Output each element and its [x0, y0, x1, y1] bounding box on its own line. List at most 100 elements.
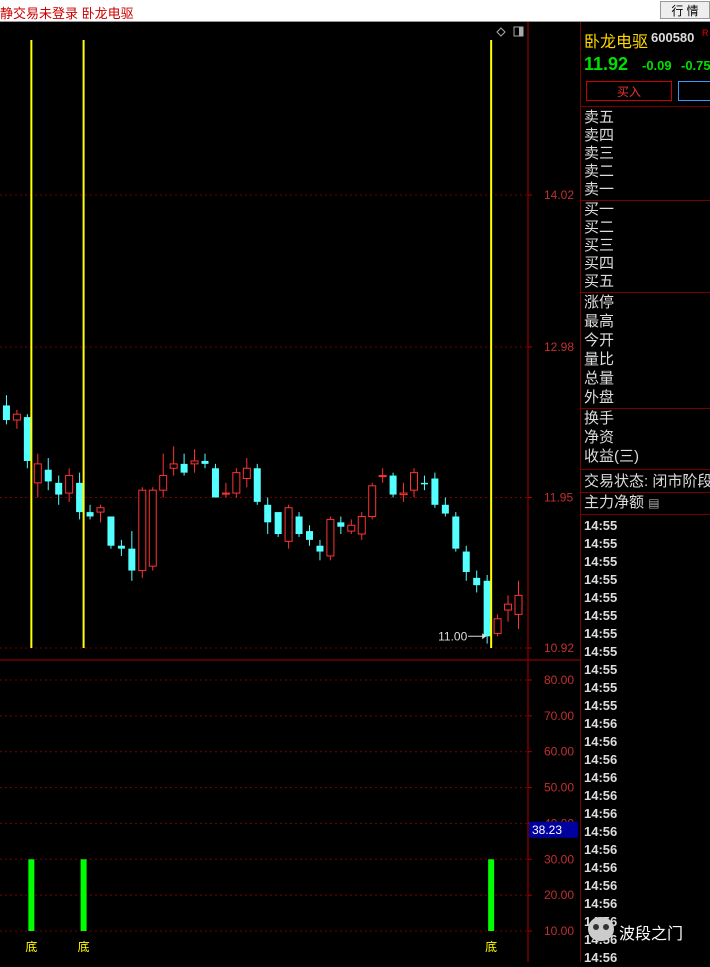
tick-time: 14:56: [584, 896, 618, 911]
candle-body-up: [159, 475, 168, 491]
candle-body-down: [441, 504, 449, 514]
quote-panel: 卧龙电驱 600580 R 11.92 -0.09 -0.75 买入 卖五 卖四…: [580, 22, 710, 965]
sell-button[interactable]: [678, 81, 710, 101]
candle-body-down: [55, 482, 63, 495]
divider: [581, 469, 710, 470]
candle-body-down: [452, 516, 460, 549]
price-tick-label: 12.98: [544, 340, 574, 354]
osc-tick-label: 80.00: [544, 673, 574, 687]
candle-body-up: [221, 492, 230, 495]
main-net-amount[interactable]: 主力净额 ▤: [584, 494, 660, 512]
candle-body-down: [44, 469, 52, 482]
price-change-pct: -0.75: [681, 58, 710, 73]
candle-body-up: [378, 475, 387, 478]
bottom-signal-bar: [28, 859, 35, 931]
candle-body-up: [399, 492, 408, 496]
divider: [581, 200, 710, 201]
ask-4: 卖四: [584, 127, 615, 144]
ask-1: 卖一: [584, 181, 615, 198]
stock-code: 600580: [651, 30, 695, 45]
buy-button[interactable]: 买入: [586, 81, 672, 101]
osc-tick-label: 10.00: [544, 924, 574, 938]
tick-time: 14:55: [584, 662, 618, 677]
candle-body-down: [316, 545, 324, 552]
tick-time: 14:55: [584, 572, 618, 587]
candle-body-up: [347, 524, 356, 532]
tick-time: 14:56: [584, 770, 618, 785]
candle-body-up: [190, 460, 199, 465]
stat-outer-volume: 外盘: [584, 389, 615, 406]
title-bar: 静交易未登录 卧龙电驱 行 情: [0, 0, 710, 22]
trade-status: 交易状态: 闭市阶段: [584, 473, 710, 490]
wechat-logo-icon: [588, 917, 614, 941]
candle-body-down: [76, 482, 84, 513]
bid-3: 买三: [584, 237, 615, 254]
candle-body-down: [128, 548, 136, 571]
bid-5: 买五: [584, 273, 615, 290]
candle-body-down: [107, 516, 115, 546]
tick-time: 14:55: [584, 698, 618, 713]
candle-body-up: [504, 603, 513, 611]
tick-time: 14:55: [584, 626, 618, 641]
tick-time: 14:56: [584, 842, 618, 857]
tick-time: 14:56: [584, 950, 618, 965]
candle-body-up: [65, 475, 74, 494]
price-change: -0.09: [642, 58, 672, 73]
stat-total-volume: 总量: [584, 370, 615, 387]
tab-market[interactable]: 行 情: [660, 1, 710, 19]
stat-net-assets: 净资: [584, 429, 615, 446]
ask-5: 卖五: [584, 109, 615, 126]
divider: [581, 106, 710, 107]
divider: [581, 492, 710, 493]
candle-body-down: [483, 580, 491, 637]
low-marker-label: 11.00: [438, 629, 467, 643]
stat-limit-up: 涨停: [584, 294, 615, 311]
candle-body-up: [357, 515, 366, 535]
tick-time: 14:56: [584, 752, 618, 767]
tick-time-list: 14:55 14:55 14:55 14:55 14:55 14:55 14:55 14:55…: [584, 517, 617, 967]
candle-body-up: [514, 594, 523, 615]
current-price: 11.92: [584, 54, 629, 74]
bottom-signal-bar: [488, 859, 495, 931]
candle-body-up: [410, 472, 418, 491]
candle-body-down: [264, 504, 272, 523]
main-net-label: 主力净额: [584, 494, 645, 511]
divider: [581, 408, 710, 409]
kline-chart[interactable]: 14.02 12.98 11.95 10.92 80.00 70.00 60.00 50.00…: [0, 22, 580, 962]
osc-tick-label: 20.00: [544, 888, 574, 902]
watermark: 波段之门: [588, 915, 708, 947]
bottom-signal-bar: [80, 859, 87, 931]
tick-time: 14:55: [584, 536, 618, 551]
tick-time: 14:56: [584, 716, 618, 731]
candle-body-up: [12, 413, 21, 421]
candle-body-up: [232, 472, 241, 494]
candle-body-down: [253, 468, 261, 502]
tick-time: 14:55: [584, 590, 618, 605]
candle-body-down: [420, 482, 428, 485]
tick-time: 14:56: [584, 734, 618, 749]
stat-eps: 收益(三): [584, 448, 639, 465]
stat-volume-ratio: 量比: [584, 351, 615, 368]
candle-body-up: [169, 463, 178, 469]
tick-time: 14:56: [584, 878, 618, 893]
tick-time: 14:56: [584, 860, 618, 875]
candle-body-down: [23, 417, 31, 461]
candle-body-up: [138, 489, 147, 572]
ask-3: 卖三: [584, 145, 615, 162]
candle-body-down: [337, 522, 345, 527]
candle-body-up: [33, 463, 42, 484]
candle-body-down: [295, 516, 303, 535]
stat-high: 最高: [584, 313, 615, 330]
candle-body-down: [180, 463, 188, 473]
candle-body-up: [493, 618, 502, 634]
list-icon: ▤: [648, 496, 660, 510]
candle-body-up: [284, 507, 293, 542]
candle-body-down: [473, 577, 481, 586]
osc-tick-label: 70.00: [544, 709, 574, 723]
bid-1: 买一: [584, 201, 615, 218]
price-tick-label: 11.95: [544, 490, 573, 504]
window-title: 静交易未登录 卧龙电驱: [0, 6, 134, 21]
candle-body-up: [326, 518, 335, 557]
osc-value-box: [529, 821, 578, 838]
tick-time: 14:55: [584, 518, 618, 533]
